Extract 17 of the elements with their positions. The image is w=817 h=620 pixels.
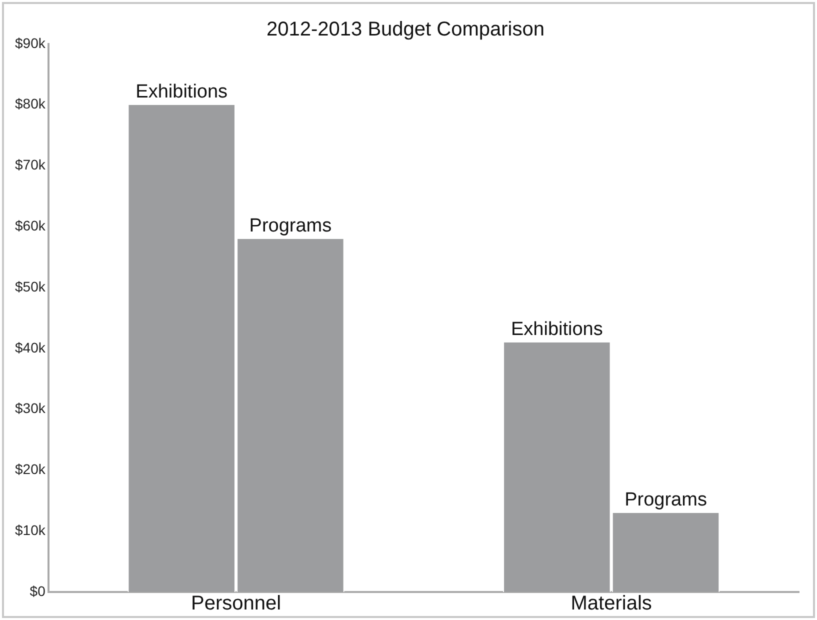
- text: Programs: [624, 490, 707, 511]
- y-tick-label: $0: [30, 582, 46, 599]
- y-tick-label: $40k: [15, 339, 46, 356]
- y-tick-label: $10k: [15, 522, 46, 538]
- x-tick-label: Materials: [570, 592, 652, 615]
- y-tick-label: $50k: [15, 278, 46, 294]
- y-tick-label: $80k: [15, 96, 46, 112]
- y-tick-label: $60k: [15, 218, 46, 234]
- text: Exhibitions: [510, 319, 603, 340]
- y-tick-label: $20k: [15, 461, 46, 478]
- series-label: Exhibitions: [136, 82, 228, 103]
- y-tick-label: $70k: [15, 156, 46, 173]
- chart-title: 2012-2013 Budget Comparison: [266, 18, 544, 41]
- y-tick-label: $30k: [15, 400, 46, 416]
- x-tick-label: Personnel: [190, 592, 282, 615]
- series-label: Programs: [249, 216, 332, 237]
- y-tick-label: $90k: [15, 34, 46, 51]
